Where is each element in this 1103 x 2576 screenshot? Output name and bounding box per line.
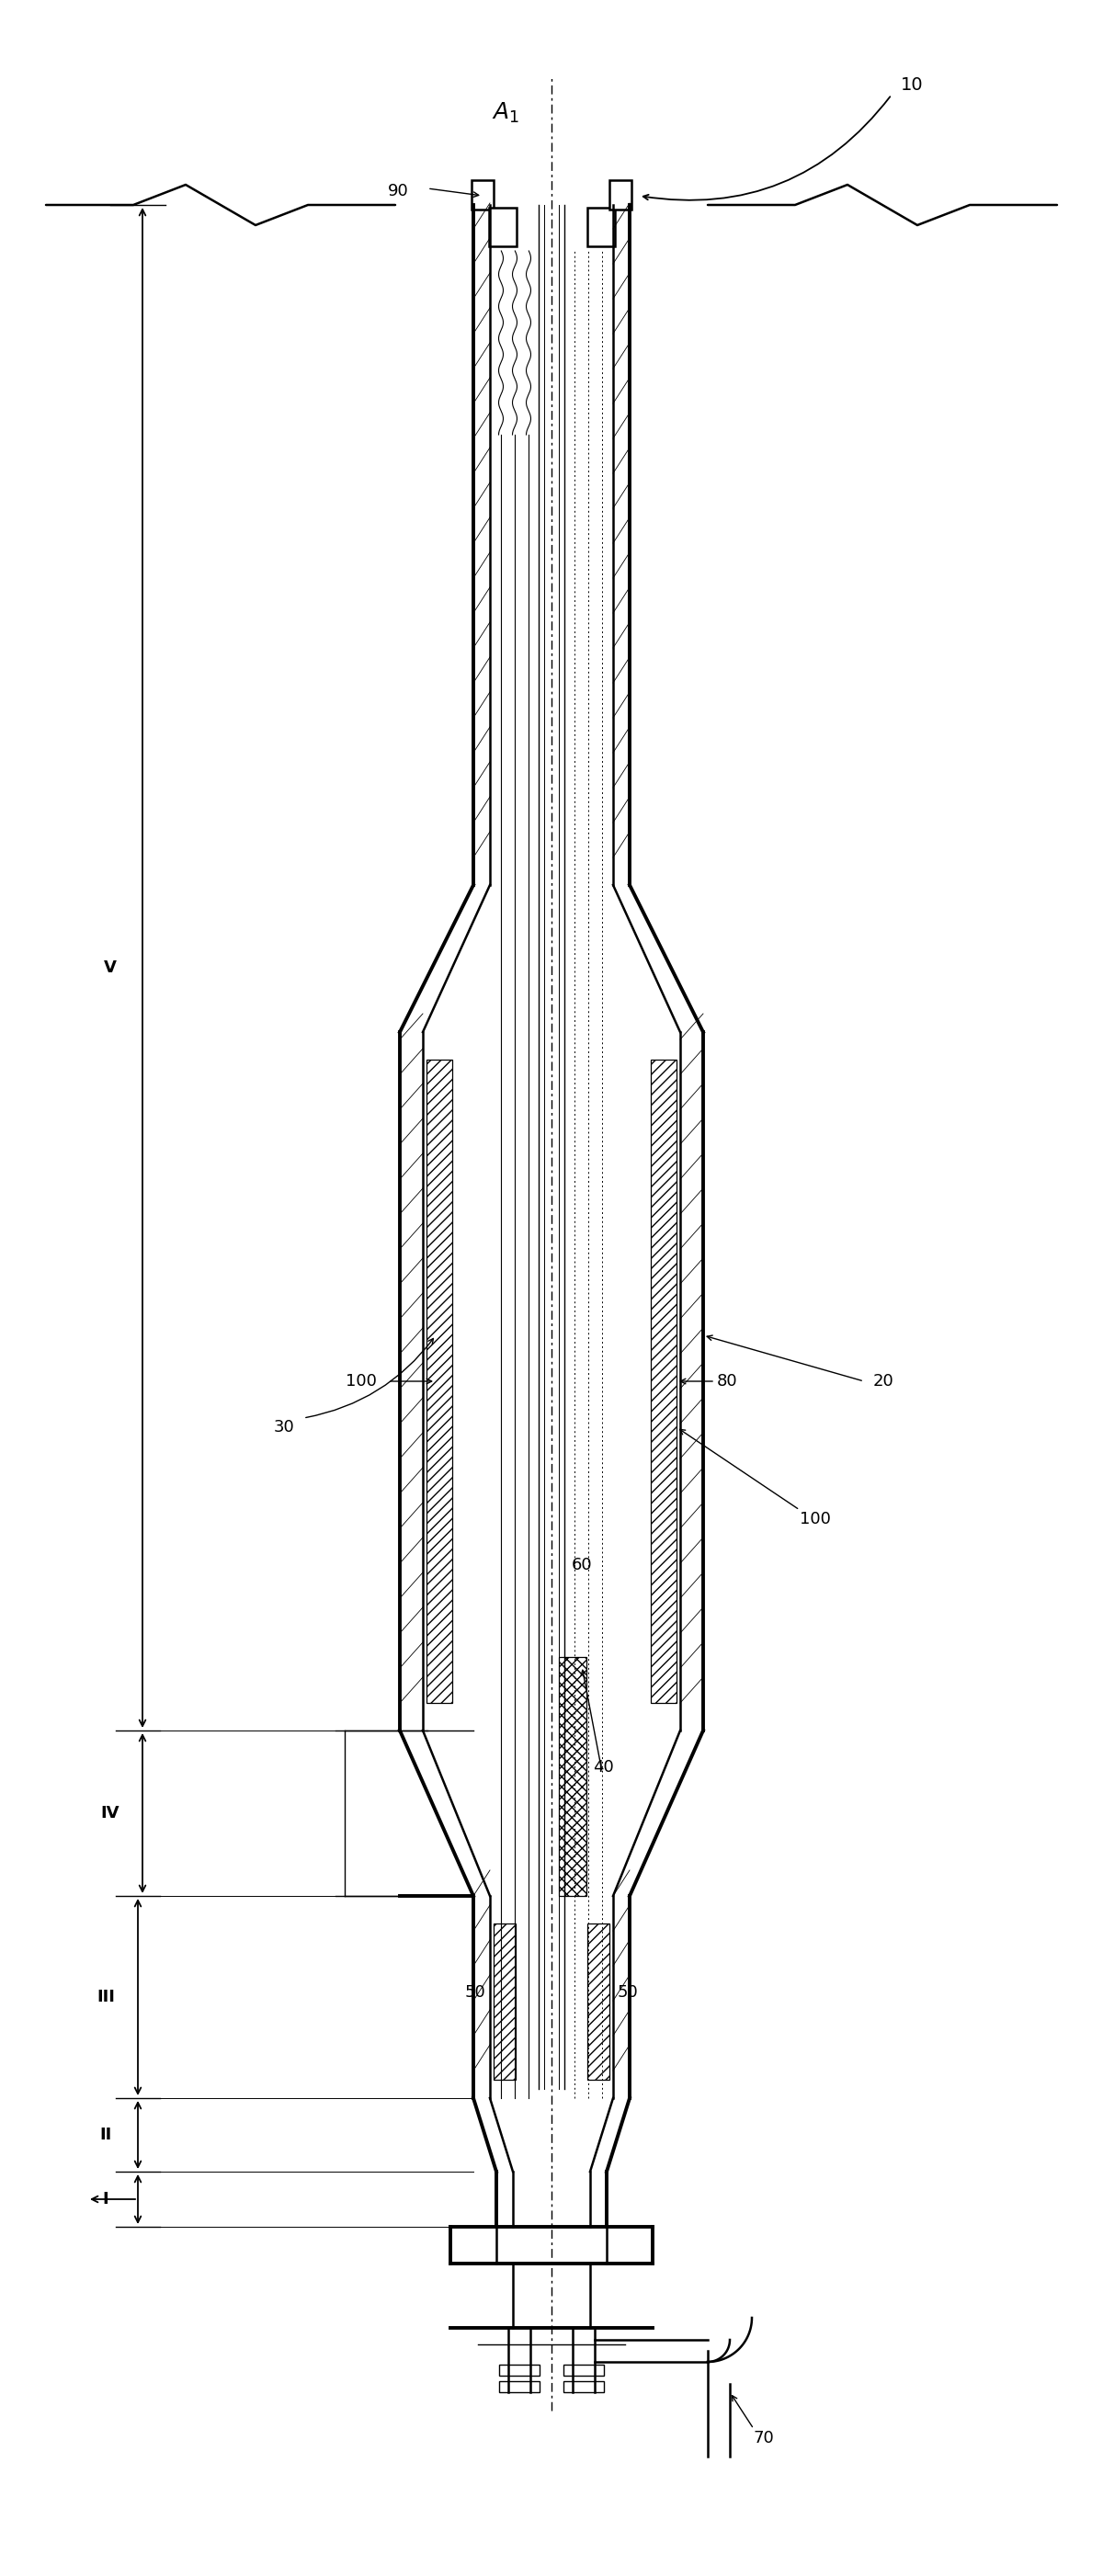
- Text: 20: 20: [874, 1373, 895, 1388]
- Bar: [588, 209, 615, 247]
- Text: 100: 100: [800, 1512, 831, 1528]
- Text: 10: 10: [901, 77, 923, 95]
- Bar: [564, 2380, 604, 2393]
- Bar: [427, 1059, 452, 1703]
- Bar: [609, 180, 631, 209]
- Text: 50: 50: [464, 1984, 485, 2002]
- Text: 80: 80: [717, 1373, 738, 1388]
- Text: $A_1$: $A_1$: [492, 100, 520, 126]
- Text: 100: 100: [345, 1373, 377, 1388]
- Bar: [500, 2365, 539, 2375]
- Text: II: II: [99, 2128, 111, 2143]
- Text: IV: IV: [100, 1806, 120, 1821]
- Text: III: III: [97, 1989, 115, 2004]
- Text: 90: 90: [388, 183, 409, 198]
- Bar: [472, 180, 494, 209]
- Bar: [489, 209, 516, 247]
- Text: V: V: [104, 958, 117, 976]
- Bar: [564, 2365, 604, 2375]
- Bar: [494, 1924, 515, 2079]
- Text: 40: 40: [593, 1759, 613, 1775]
- Bar: [651, 1059, 676, 1703]
- Text: 60: 60: [571, 1556, 592, 1574]
- Bar: [588, 1924, 609, 2079]
- Text: 70: 70: [753, 2429, 774, 2447]
- Text: 50: 50: [618, 1984, 639, 2002]
- Bar: [500, 2380, 539, 2393]
- Text: I: I: [103, 2192, 109, 2208]
- Text: 30: 30: [274, 1419, 295, 1435]
- Bar: [559, 1656, 587, 1896]
